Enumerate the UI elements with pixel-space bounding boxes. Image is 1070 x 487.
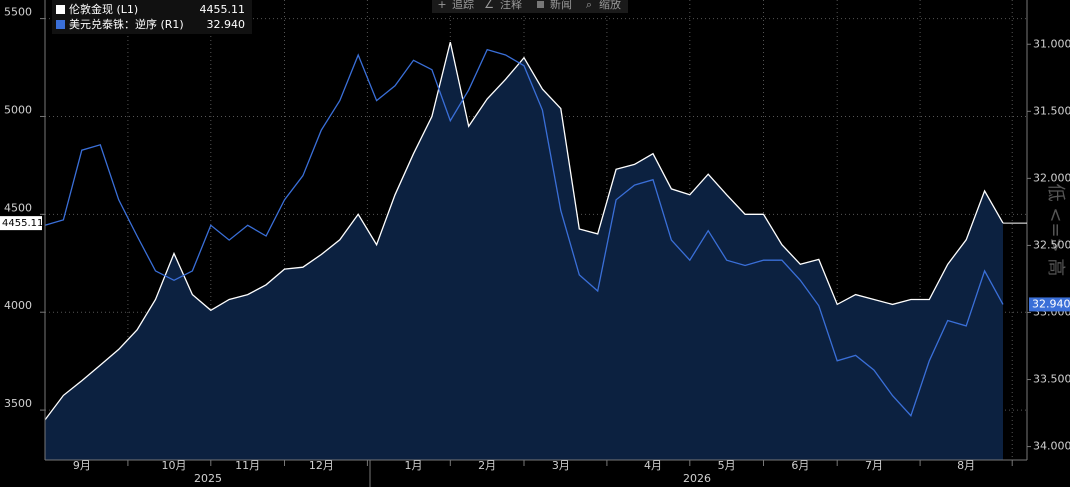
last-value-box <box>0 216 42 231</box>
y2-tick-label: 32.500 <box>1033 238 1070 251</box>
toolbar-button[interactable]: 注释 <box>500 0 522 11</box>
toolbar-icon <box>537 1 544 8</box>
toolbar: + 追踪 ∠ 注释 新闻 ⌕ 缩放 <box>432 0 628 13</box>
y-tick-label: 4500 <box>4 201 32 214</box>
legend-value: 4455.11 <box>200 3 246 16</box>
year-label: 2026 <box>683 472 711 485</box>
x-tick-label: 12月 <box>309 459 334 472</box>
y2-tick-label: 33.500 <box>1033 373 1070 386</box>
legend-label: 美元兑泰铢：逆序 (R1) <box>69 17 184 31</box>
area <box>45 42 1003 460</box>
x-tick-label: 9月 <box>73 459 91 472</box>
last-value-label: 4455.11 <box>2 218 43 229</box>
toolbar-icon: + <box>437 0 446 11</box>
y2-tick-label: 31.500 <box>1033 104 1070 117</box>
x-tick-label: 10月 <box>161 459 186 472</box>
y2-tick-label: 31.000 <box>1033 37 1070 50</box>
x-tick-label: 1月 <box>404 459 422 472</box>
toolbar-icon: ∠ <box>484 0 494 11</box>
y2-tick-label: 34.000 <box>1033 440 1070 453</box>
last-value-label: 32.940 <box>1032 297 1070 310</box>
toolbar-button[interactable]: 新闻 <box>550 0 572 11</box>
x-tick-label: 7月 <box>865 459 883 472</box>
toolbar-icon: ⌕ <box>586 0 592 11</box>
toolbar-bg <box>432 0 628 13</box>
side-label: 低 <=> 高 <box>1045 184 1066 277</box>
x-tick-label: 2月 <box>478 459 496 472</box>
legend-swatch <box>56 5 65 14</box>
toolbar-button[interactable]: 缩放 <box>599 0 621 11</box>
x-tick-label: 4月 <box>644 459 662 472</box>
y2-tick-label: 32.000 <box>1033 171 1070 184</box>
x-tick-label: 6月 <box>791 459 809 472</box>
y-tick-label: 5500 <box>4 6 32 19</box>
x-tick-label: 11月 <box>235 459 260 472</box>
legend-label: 伦敦金现 (L1) <box>69 2 138 16</box>
legend-value: 32.940 <box>207 18 246 31</box>
y-tick-label: 4000 <box>4 299 32 312</box>
toolbar-button[interactable]: 追踪 <box>452 0 474 11</box>
x-tick-label: 5月 <box>718 459 736 472</box>
line <box>44 41 1004 421</box>
line <box>44 48 1004 417</box>
year-label: 2025 <box>194 472 222 485</box>
legend-bg <box>52 0 252 34</box>
y-tick-label: 3500 <box>4 397 32 410</box>
x-tick-label: 3月 <box>552 459 570 472</box>
x-tick-label: 8月 <box>957 459 975 472</box>
last-value-box <box>1029 297 1070 312</box>
plot-area <box>44 0 1027 460</box>
y-tick-label: 5000 <box>4 103 32 116</box>
legend-swatch <box>56 20 65 29</box>
legend: 伦敦金现 (L1) 4455.11 美元兑泰铢：逆序 (R1) 32.940 <box>52 0 252 34</box>
